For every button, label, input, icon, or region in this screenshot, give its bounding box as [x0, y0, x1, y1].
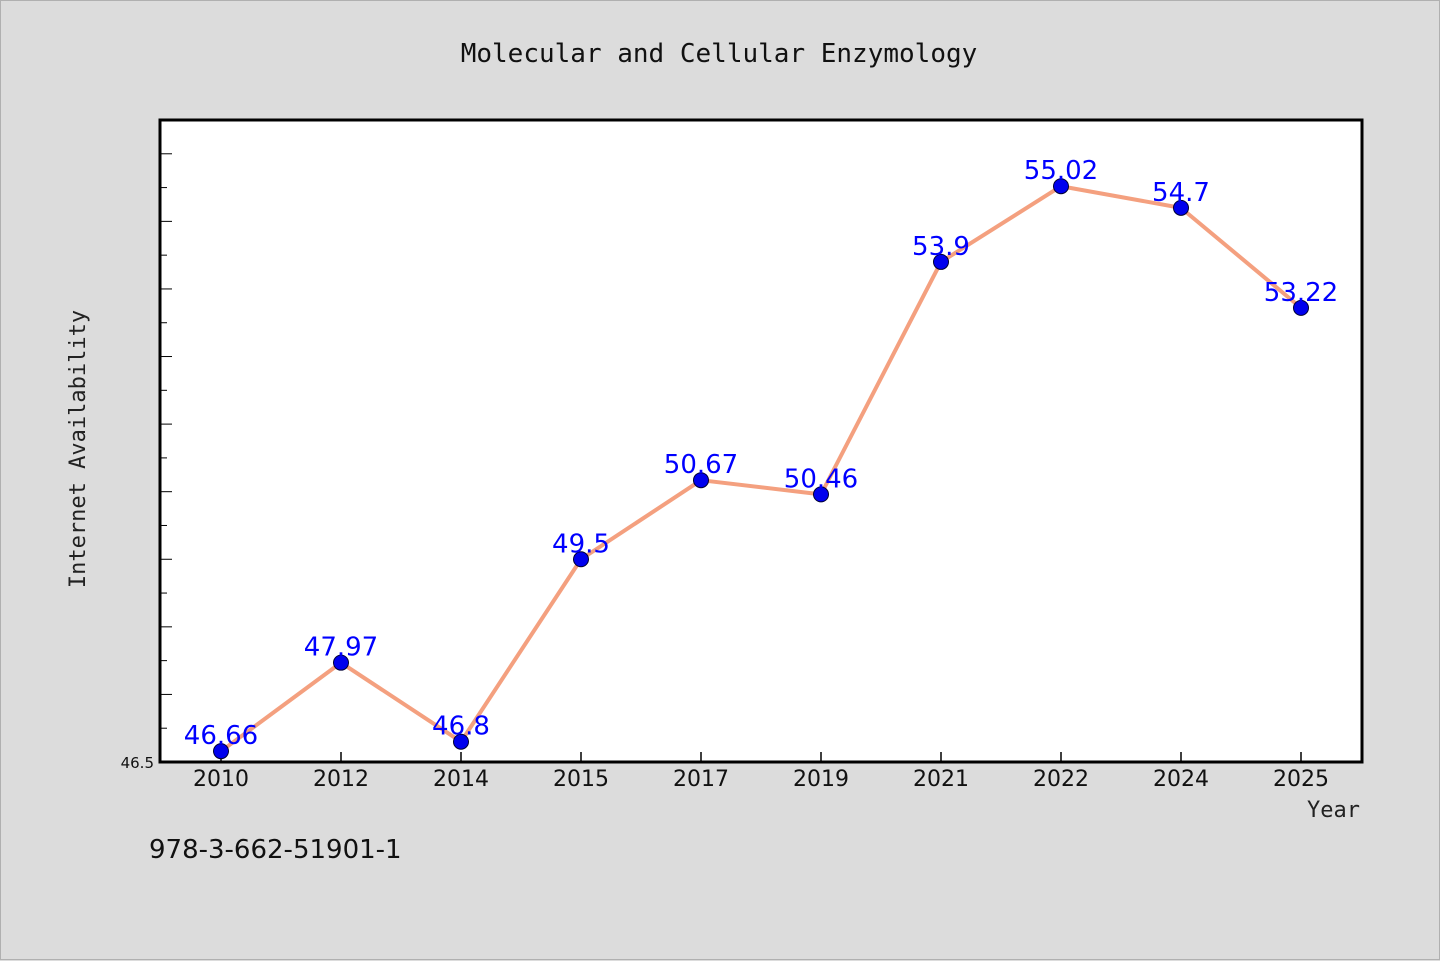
y-tick-label: 46.5: [121, 754, 154, 772]
data-point-label: 54.7: [1152, 178, 1210, 208]
data-point-marker: [573, 551, 589, 568]
data-point-label: 50.46: [784, 464, 858, 494]
data-point-label: 49.5: [552, 529, 610, 559]
chart-title: Molecular and Cellular Enzymology: [461, 39, 978, 69]
data-point-label: 50.67: [664, 450, 738, 480]
data-point-marker: [933, 253, 949, 270]
x-tick-label: 2019: [793, 767, 849, 792]
data-point-label: 47.97: [304, 633, 378, 663]
y-axis-ticks: [160, 153, 172, 763]
data-point-marker: [813, 486, 829, 503]
x-tick-label: 2015: [553, 767, 609, 792]
x-tick-label: 2022: [1033, 767, 1089, 792]
data-point-marker: [1053, 178, 1069, 195]
series-markers: [213, 178, 1309, 760]
data-point-marker: [1293, 299, 1309, 316]
data-point-label: 53.9: [912, 232, 970, 262]
data-point-label: 46.8: [432, 712, 490, 742]
x-tick-label: 2010: [193, 767, 249, 792]
data-point-marker: [1173, 199, 1189, 216]
data-point-marker: [213, 743, 229, 760]
x-tick-label: 2012: [313, 767, 369, 792]
x-tick-label: 2025: [1273, 767, 1329, 792]
footnote-isbn: 978-3-662-51901-1: [149, 835, 402, 865]
y-axis-label: Internet Availability: [66, 310, 91, 588]
x-axis-tick-labels: 2010 2012 2014 2015 2017 2019 2021 2022 2024 2025: [193, 767, 1329, 792]
x-tick-label: 2017: [673, 767, 729, 792]
x-axis-ticks: [220, 752, 1302, 762]
data-point-marker: [453, 733, 469, 750]
data-point-label: 55.02: [1024, 156, 1098, 186]
data-point-marker: [693, 472, 709, 489]
data-point-marker: [333, 654, 349, 671]
x-tick-label: 2024: [1153, 767, 1209, 792]
x-tick-label: 2021: [913, 767, 969, 792]
plot-area: [158, 118, 1364, 764]
x-axis-label: Year: [1307, 798, 1360, 823]
data-point-label: 46.66: [184, 721, 258, 751]
data-labels: 46.66 47.97 46.8 49.5 50.67 50.46 53.9 55.02 54.…: [184, 156, 1338, 751]
series-line: [219, 184, 1303, 753]
x-tick-label: 2014: [433, 767, 489, 792]
data-point-label: 53.22: [1264, 278, 1338, 308]
